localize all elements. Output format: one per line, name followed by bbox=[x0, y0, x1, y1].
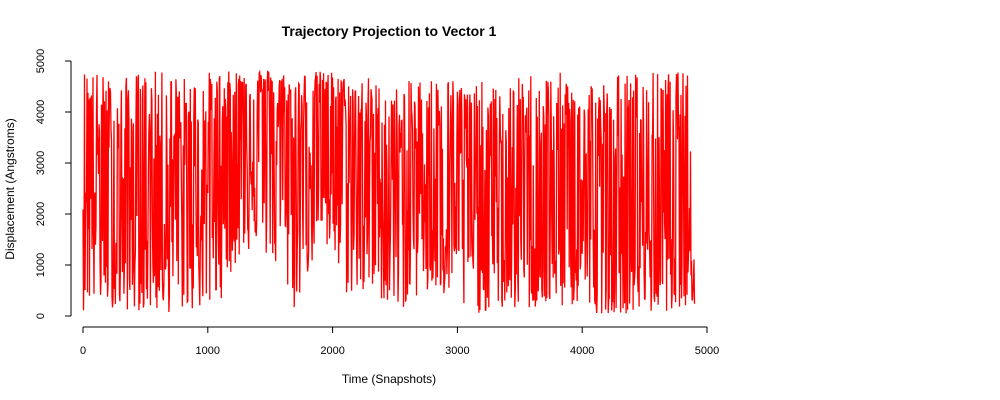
x-axis-label: Time (Snapshots) bbox=[342, 372, 436, 386]
y-tick-label: 3000 bbox=[35, 151, 47, 175]
plot-area bbox=[82, 69, 696, 314]
y-axis-ticks: 0 1000 2000 3000 4000 5000 bbox=[35, 49, 71, 319]
x-tick-label: 0 bbox=[80, 345, 86, 357]
y-tick-label: 5000 bbox=[35, 49, 47, 73]
x-tick-label: 5000 bbox=[695, 345, 719, 357]
y-tick-label: 1000 bbox=[35, 253, 47, 277]
y-axis-label: Displacement (Angstroms) bbox=[3, 118, 17, 259]
x-tick-label: 2000 bbox=[320, 345, 344, 357]
chart-title: Trajectory Projection to Vector 1 bbox=[282, 23, 497, 39]
x-tick-label: 3000 bbox=[445, 345, 469, 357]
y-tick-label: 2000 bbox=[35, 202, 47, 226]
y-tick-label: 4000 bbox=[35, 100, 47, 124]
series-line bbox=[82, 69, 696, 314]
x-tick-label: 4000 bbox=[570, 345, 594, 357]
y-tick-label: 0 bbox=[35, 313, 47, 319]
x-tick-label: 1000 bbox=[196, 345, 220, 357]
x-axis-ticks: 0 1000 2000 3000 4000 5000 bbox=[80, 327, 719, 357]
